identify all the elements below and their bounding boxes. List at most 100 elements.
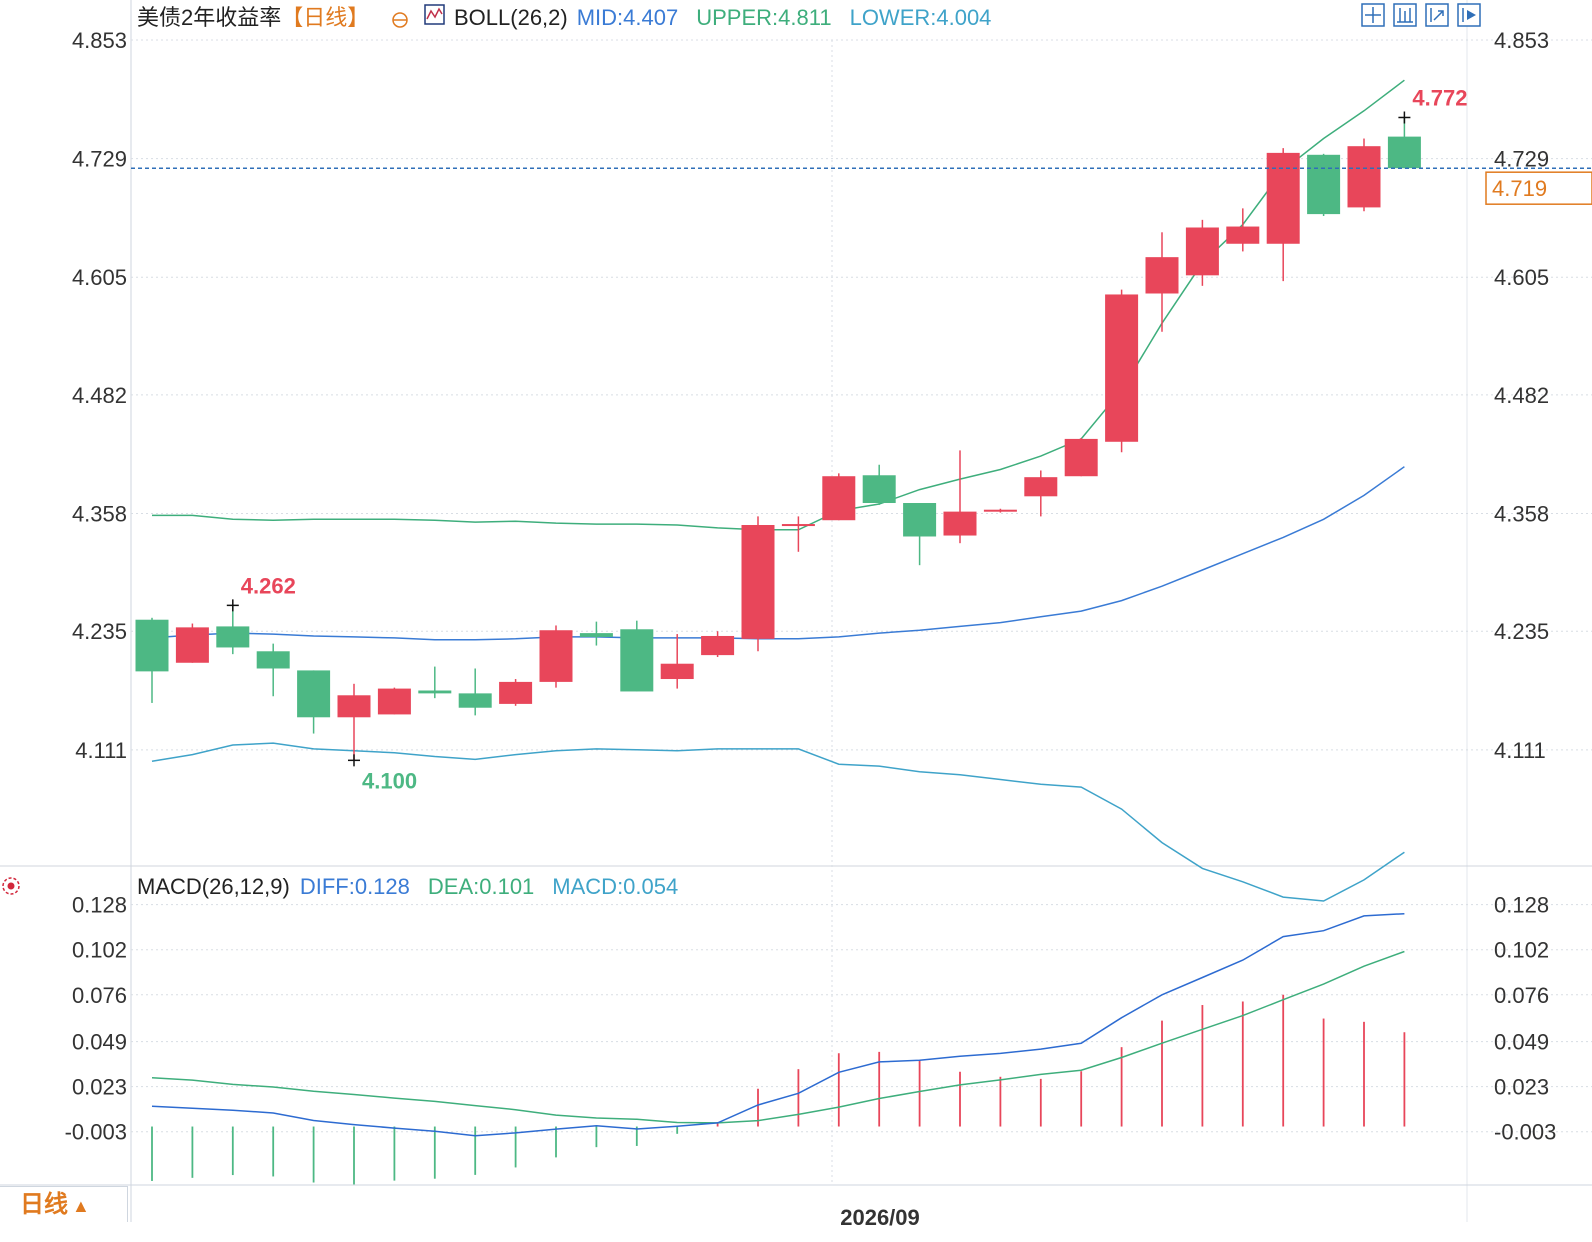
macd-header: MACD(26,12,9) DIFF:0.128 DEA:0.101 MACD:0.0… [137,874,678,899]
price-tick-label-right: 4.111 [1494,738,1546,763]
instrument-name: 美债2年收益率 [137,5,281,30]
candle-mode-icon[interactable] [1393,3,1417,27]
boll-upper-label: UPPER:4.811 [696,5,831,30]
candle-body [943,511,977,536]
current-price-badge [1485,171,1592,205]
candle[interactable] [1347,138,1381,212]
candle[interactable] [1064,437,1098,477]
macd-dea-line [151,950,1405,1124]
candle[interactable] [256,643,290,697]
candle[interactable] [1145,232,1179,332]
candle[interactable] [862,464,896,505]
macd-diff-line [151,912,1405,1137]
price-tick-label-left: 4.729 [72,147,127,172]
candle[interactable] [983,508,1017,513]
period-tag[interactable]: 【日线】 [281,5,369,30]
candle-body [1347,146,1381,208]
indicator-settings-icon[interactable] [424,4,445,25]
x-date-label: 2026/09 [840,1205,920,1230]
macd-settings-icon[interactable] [2,877,20,895]
boll-lower-label: LOWER:4.004 [850,5,992,30]
candle[interactable] [377,687,411,715]
candle[interactable] [579,621,613,646]
candle-body [216,626,250,648]
macd-tick-label-right: 0.128 [1494,893,1549,918]
crosshair-icon[interactable] [392,12,408,28]
candle-body [1185,227,1219,276]
candle[interactable] [175,623,209,663]
boll-indicator-name[interactable]: BOLL(26,2) [454,5,568,30]
candle[interactable] [741,516,775,652]
candle-body [175,627,209,663]
candle-body [377,688,411,715]
candle[interactable] [660,634,694,689]
current-price-label: 4.719 [1492,176,1547,201]
candle[interactable] [216,605,250,655]
candle[interactable] [418,666,452,699]
candle[interactable] [903,503,937,566]
macd-tick-label-right: 0.102 [1494,938,1549,963]
macd-tick-label-right: 0.023 [1494,1075,1549,1100]
candle[interactable] [1105,289,1139,453]
price-tick-label-left: 4.358 [72,502,127,527]
macd-value-label: MACD:0.054 [552,874,678,899]
boll-header: BOLL(26,2) MID:4.407 UPPER:4.811 LOWER:4.00… [454,5,991,30]
candle[interactable] [1387,117,1421,169]
candle[interactable] [337,683,371,761]
price-tick-label-right: 4.358 [1494,502,1549,527]
price-tick-label-left: 4.235 [72,619,127,644]
candle[interactable] [822,473,856,521]
macd-tick-label-right: 0.049 [1494,1030,1549,1055]
candle-body [1064,438,1098,477]
price-tick-label-left: 4.482 [72,383,127,408]
macd-indicator-name[interactable]: MACD(26,12,9) [137,874,290,899]
candle-body [499,681,533,704]
candle[interactable] [701,631,735,658]
chevron-up-icon: ▲ [72,1196,90,1216]
price-tick-label-left: 4.605 [72,265,127,290]
candle[interactable] [1307,153,1341,217]
boll-upper-line [152,79,1405,531]
candle-body [862,475,896,504]
candle[interactable] [1024,470,1058,517]
price-tick-label-right: 4.605 [1494,265,1549,290]
candle-body [458,693,492,708]
candle[interactable] [499,679,533,706]
candle-body [822,476,856,521]
zoom-icon[interactable] [1425,3,1449,27]
next-icon[interactable] [1457,3,1481,27]
candle-body [337,695,371,718]
macd-tick-label-right: 0.076 [1494,983,1549,1008]
extreme-marker-high_1: 4.262 [226,573,296,612]
candle[interactable] [539,625,573,688]
extreme-value-label: 4.100 [362,768,417,793]
price-tick-label-right: 4.853 [1494,28,1549,53]
candle[interactable] [135,617,169,703]
candle-body [660,663,694,680]
candle[interactable] [620,620,654,692]
candle-body [903,503,937,537]
candle-body [781,524,815,527]
price-tick-label-left: 4.111 [75,738,127,763]
candle-body [741,525,775,639]
candle[interactable] [781,516,815,552]
candle-body [1266,152,1300,244]
period-selector-button[interactable]: 日线 ▲ [0,1186,128,1222]
extreme-value-label: 4.772 [1412,85,1467,110]
candle-body [1307,154,1341,215]
candle-body [1145,257,1179,294]
crosshair-tool-icon[interactable] [1361,3,1385,27]
macd-tick-label-left: 0.076 [72,983,127,1008]
candle[interactable] [1226,208,1260,252]
candle-body [256,651,290,669]
macd-tick-label-right: -0.003 [1494,1120,1556,1145]
candle[interactable] [1185,219,1219,286]
macd-tick-label-left: 0.102 [72,938,127,963]
macd-tick-label-left: -0.003 [65,1120,127,1145]
candle-body [579,633,613,637]
candle-body [1105,294,1139,442]
candle[interactable] [297,670,331,734]
candle[interactable] [458,668,492,716]
candle[interactable] [943,450,977,544]
